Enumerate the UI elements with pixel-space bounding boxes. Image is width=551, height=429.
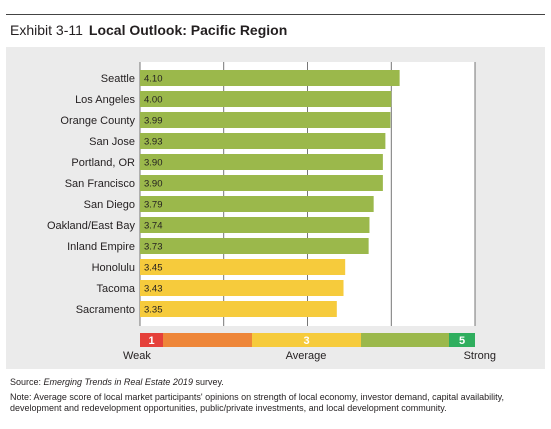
scale-segment-2 <box>252 333 361 347</box>
category-label-2: Orange County <box>60 115 135 127</box>
top-rule <box>6 14 545 15</box>
source-note: Source: Emerging Trends in Real Estate 2… <box>10 377 542 388</box>
bar-0 <box>140 70 400 86</box>
value-label-7: 3.74 <box>144 221 163 232</box>
source-prefix: Source: <box>10 377 44 387</box>
category-label-7: Oakland/East Bay <box>47 220 136 232</box>
bar-7 <box>140 217 370 233</box>
category-label-10: Tacoma <box>96 283 135 295</box>
category-label-9: Honolulu <box>92 262 135 274</box>
category-label-3: San Jose <box>89 136 135 148</box>
category-label-8: Inland Empire <box>67 241 135 253</box>
scale-segment-4 <box>449 333 475 347</box>
bar-5 <box>140 175 383 191</box>
bar-11 <box>140 301 337 317</box>
bar-2 <box>140 112 391 128</box>
category-label-6: San Diego <box>84 199 135 211</box>
category-label-11: Sacramento <box>76 304 135 316</box>
value-label-2: 3.99 <box>144 116 163 127</box>
scale-number-4: 5 <box>459 335 465 347</box>
scale-segment-0 <box>140 333 163 347</box>
scale-label-weak: Weak <box>123 350 151 362</box>
bar-4 <box>140 154 383 170</box>
value-label-1: 4.00 <box>144 95 163 106</box>
category-label-5: San Francisco <box>65 178 135 190</box>
value-label-4: 3.90 <box>144 158 163 169</box>
value-label-0: 4.10 <box>144 74 163 85</box>
chart-title: Local Outlook: Pacific Region <box>88 22 288 38</box>
value-label-8: 3.73 <box>144 242 163 253</box>
category-label-4: Portland, OR <box>71 157 135 169</box>
scale-label-average: Average <box>286 350 327 362</box>
scale-number-2: 3 <box>303 335 309 347</box>
category-label-0: Seattle <box>101 73 135 85</box>
category-label-1: Los Angeles <box>75 94 135 106</box>
bar-9 <box>140 259 346 275</box>
exhibit-title: Exhibit 3-11 Local Outlook: Pacific Regio… <box>10 22 287 38</box>
value-label-10: 3.43 <box>144 284 163 295</box>
bar-8 <box>140 238 369 254</box>
source-suffix: survey. <box>192 377 224 387</box>
source-title: Emerging Trends in Real Estate 2019 <box>43 377 193 387</box>
value-label-3: 3.93 <box>144 137 163 148</box>
value-label-5: 3.90 <box>144 179 163 190</box>
value-label-9: 3.45 <box>144 263 163 274</box>
exhibit-number: Exhibit 3-11 <box>10 22 83 38</box>
scale-segment-3 <box>361 333 449 347</box>
scale-segment-1 <box>163 333 252 347</box>
bar-1 <box>140 91 392 107</box>
bar-3 <box>140 133 386 149</box>
footnote: Note: Average score of local market part… <box>10 392 504 413</box>
value-label-6: 3.79 <box>144 200 163 211</box>
value-label-11: 3.35 <box>144 305 163 316</box>
bar-6 <box>140 196 374 212</box>
bar-10 <box>140 280 344 296</box>
scale-number-0: 1 <box>148 335 154 347</box>
scale-label-strong: Strong <box>464 350 496 362</box>
